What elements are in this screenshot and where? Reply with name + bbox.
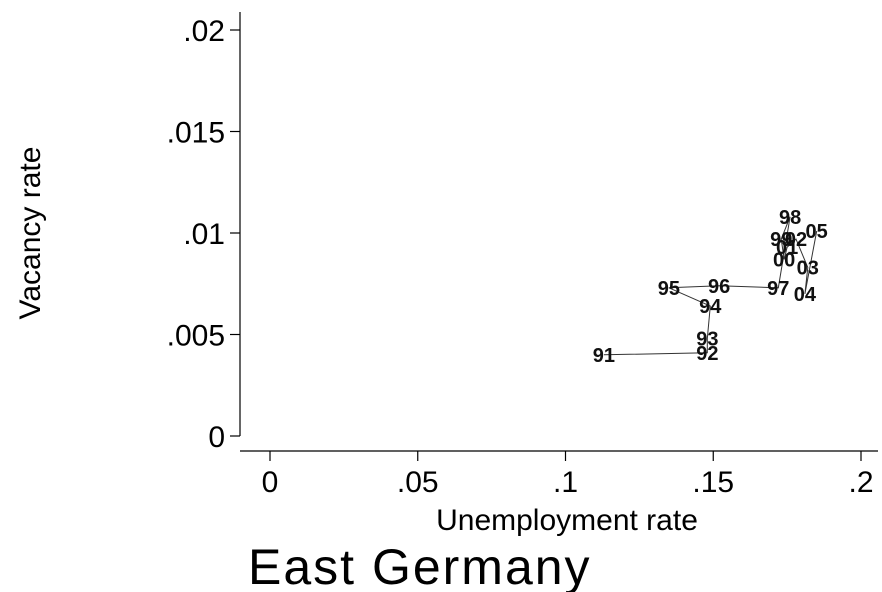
series-line (603, 216, 818, 356)
y-tick-label: .02 (183, 15, 225, 48)
y-tick-label: .005 (167, 320, 225, 353)
point-label: 91 (593, 345, 615, 367)
y-tick-label: 0 (208, 421, 225, 454)
point-label: 00 (773, 249, 795, 271)
x-axis-title: Unemployment rate (436, 504, 698, 537)
x-tick-label: .2 (848, 466, 873, 499)
point-label: 02 (785, 229, 807, 251)
y-tick-label: .015 (167, 117, 225, 150)
y-axis-title: Vacancy rate (14, 147, 47, 320)
x-tick-label: .15 (692, 466, 734, 499)
y-axis: 0 .005 .01 .015 .02 (167, 12, 241, 454)
point-label: 98 (779, 207, 801, 229)
point-label: 93 (696, 329, 718, 351)
point-label: 97 (767, 278, 789, 300)
point-label: 96 (708, 276, 730, 298)
series-path (603, 216, 818, 356)
x-axis: 0 .05 .1 .15 .2 (240, 450, 878, 499)
x-tick-label: 0 (262, 466, 279, 499)
point-label: 94 (699, 296, 722, 318)
chart-title: East Germany (248, 539, 592, 592)
x-tick-label: .05 (397, 466, 439, 499)
point-label: 05 (806, 221, 828, 243)
y-tick-label: .01 (183, 218, 225, 251)
x-tick-label: .1 (553, 466, 578, 499)
point-label: 04 (794, 284, 817, 306)
point-label: 92 (696, 343, 718, 365)
point-label: 99 (770, 229, 792, 251)
point-label: 95 (658, 278, 680, 300)
point-label: 03 (797, 258, 819, 280)
point-label: 01 (776, 237, 798, 259)
